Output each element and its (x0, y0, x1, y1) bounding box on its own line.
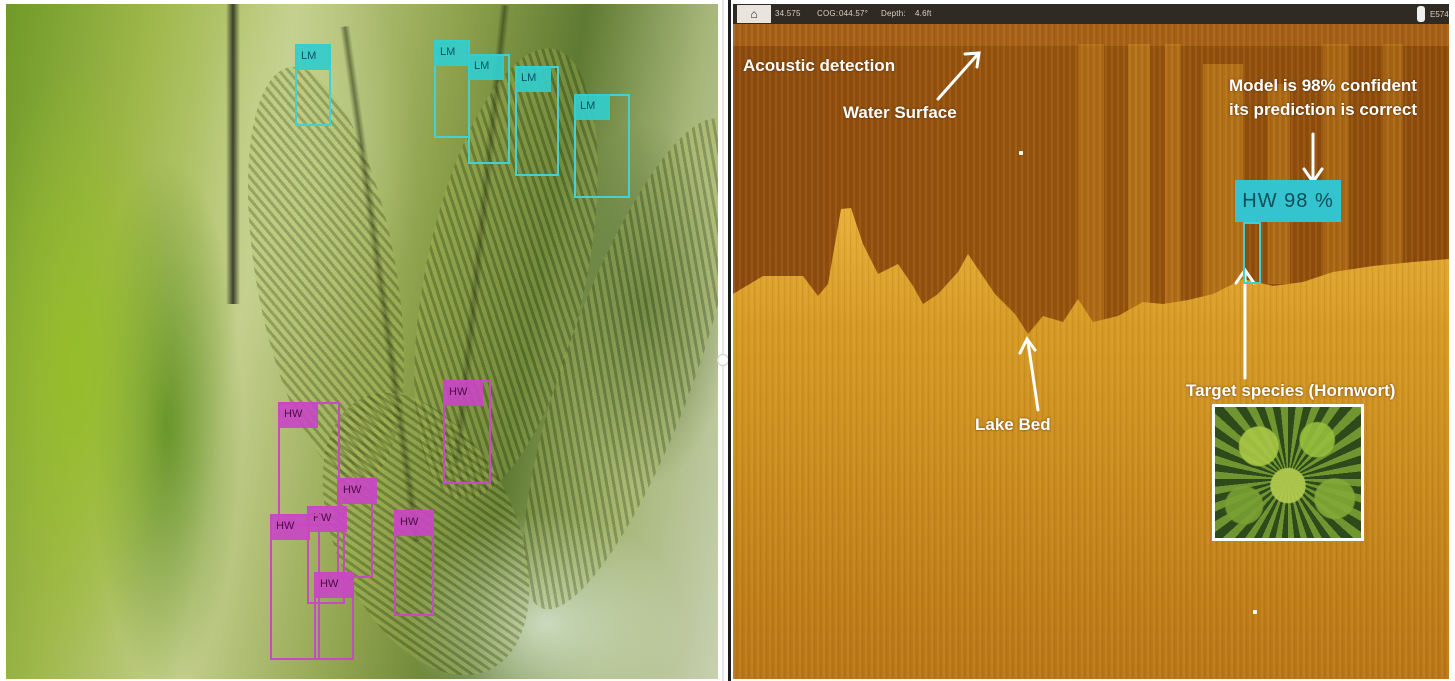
annotation-arrows (936, 51, 1324, 412)
sonar-image: ⌂ 34.575 COG: 044.57° Depth: 4.6ft E574 … (733, 4, 1449, 679)
arrow-target-species-head (1234, 267, 1256, 285)
sonar-marker (1253, 610, 1257, 614)
arrow-water-surface (936, 52, 980, 101)
lm-detection-box: LM (515, 66, 559, 176)
prediction-box (1243, 222, 1261, 284)
hw-detection-label: HW (443, 380, 483, 406)
sonar-echo-layer (733, 4, 1449, 679)
lm-detection-label: LM (574, 94, 610, 120)
prediction-label: HW 98 % (1235, 180, 1341, 222)
hornwort-reference-image (1212, 404, 1364, 541)
lm-detection-box: LM (574, 94, 630, 198)
hw-detection-label: HW (314, 572, 354, 598)
sonar-texture (733, 4, 1449, 679)
depth-label: Depth: (881, 9, 906, 18)
confidence-line-2: its prediction is correct (1229, 100, 1417, 119)
lm-detection-box: LM (295, 44, 331, 126)
underwater-camera-image: LM LM LM LM LM HW HW HW HW HW HW HW (6, 4, 718, 679)
lm-detection-box: LM (468, 54, 510, 164)
home-icon: ⌂ (737, 5, 771, 23)
hw-detection-box: HW (307, 506, 347, 604)
lm-detection-label: LM (468, 54, 504, 80)
hw-detection-box: HW (443, 380, 491, 484)
lm-detection-label: LM (434, 40, 470, 66)
hw-detection-box: HW (278, 402, 340, 526)
plant-stem (226, 4, 240, 304)
lake-bed-label: Lake Bed (975, 415, 1051, 434)
sonar-marker (1019, 151, 1023, 155)
hw-detection-label: HW (270, 514, 310, 540)
hw-detection-label: HW (337, 478, 377, 504)
hw-detection-box: HW (394, 510, 434, 616)
status-code: E574 (1430, 10, 1449, 19)
panel-divider (722, 0, 724, 681)
depth-value: 4.6ft (915, 9, 932, 18)
cog-label: COG: (817, 9, 839, 18)
hw-detection-box: HW (337, 478, 377, 578)
arrow-water-surface-head (963, 51, 981, 69)
confidence-line-1: Model is 98% confident (1229, 76, 1417, 95)
lm-detection-label: LM (295, 44, 331, 70)
lm-detection-box: LM (434, 40, 470, 138)
hw-detection-label: HW (307, 506, 347, 532)
hw-detection-label: HW (394, 510, 434, 536)
panel-border (728, 0, 731, 681)
arrow-lake-bed (1026, 340, 1040, 412)
water-surface-label: Water Surface (843, 103, 957, 122)
latitude-readout: 34.575 (775, 9, 801, 18)
hw-detection-label: HW (278, 402, 318, 428)
hw-detection-box: HW (270, 514, 320, 660)
sonar-status-bar: ⌂ 34.575 COG: 044.57° Depth: 4.6ft E574 (733, 4, 1449, 24)
battery-icon (1417, 6, 1425, 22)
target-species-label: Target species (Hornwort) (1186, 381, 1396, 400)
confidence-annotation: Model is 98% confident its prediction is… (1213, 74, 1433, 122)
hw-detection-box: HW (314, 572, 354, 660)
acoustic-detection-label: Acoustic detection (743, 56, 896, 75)
cog-value: 044.57° (839, 9, 869, 18)
arrow-lake-bed-head (1018, 336, 1037, 355)
lm-detection-label: LM (515, 66, 551, 92)
